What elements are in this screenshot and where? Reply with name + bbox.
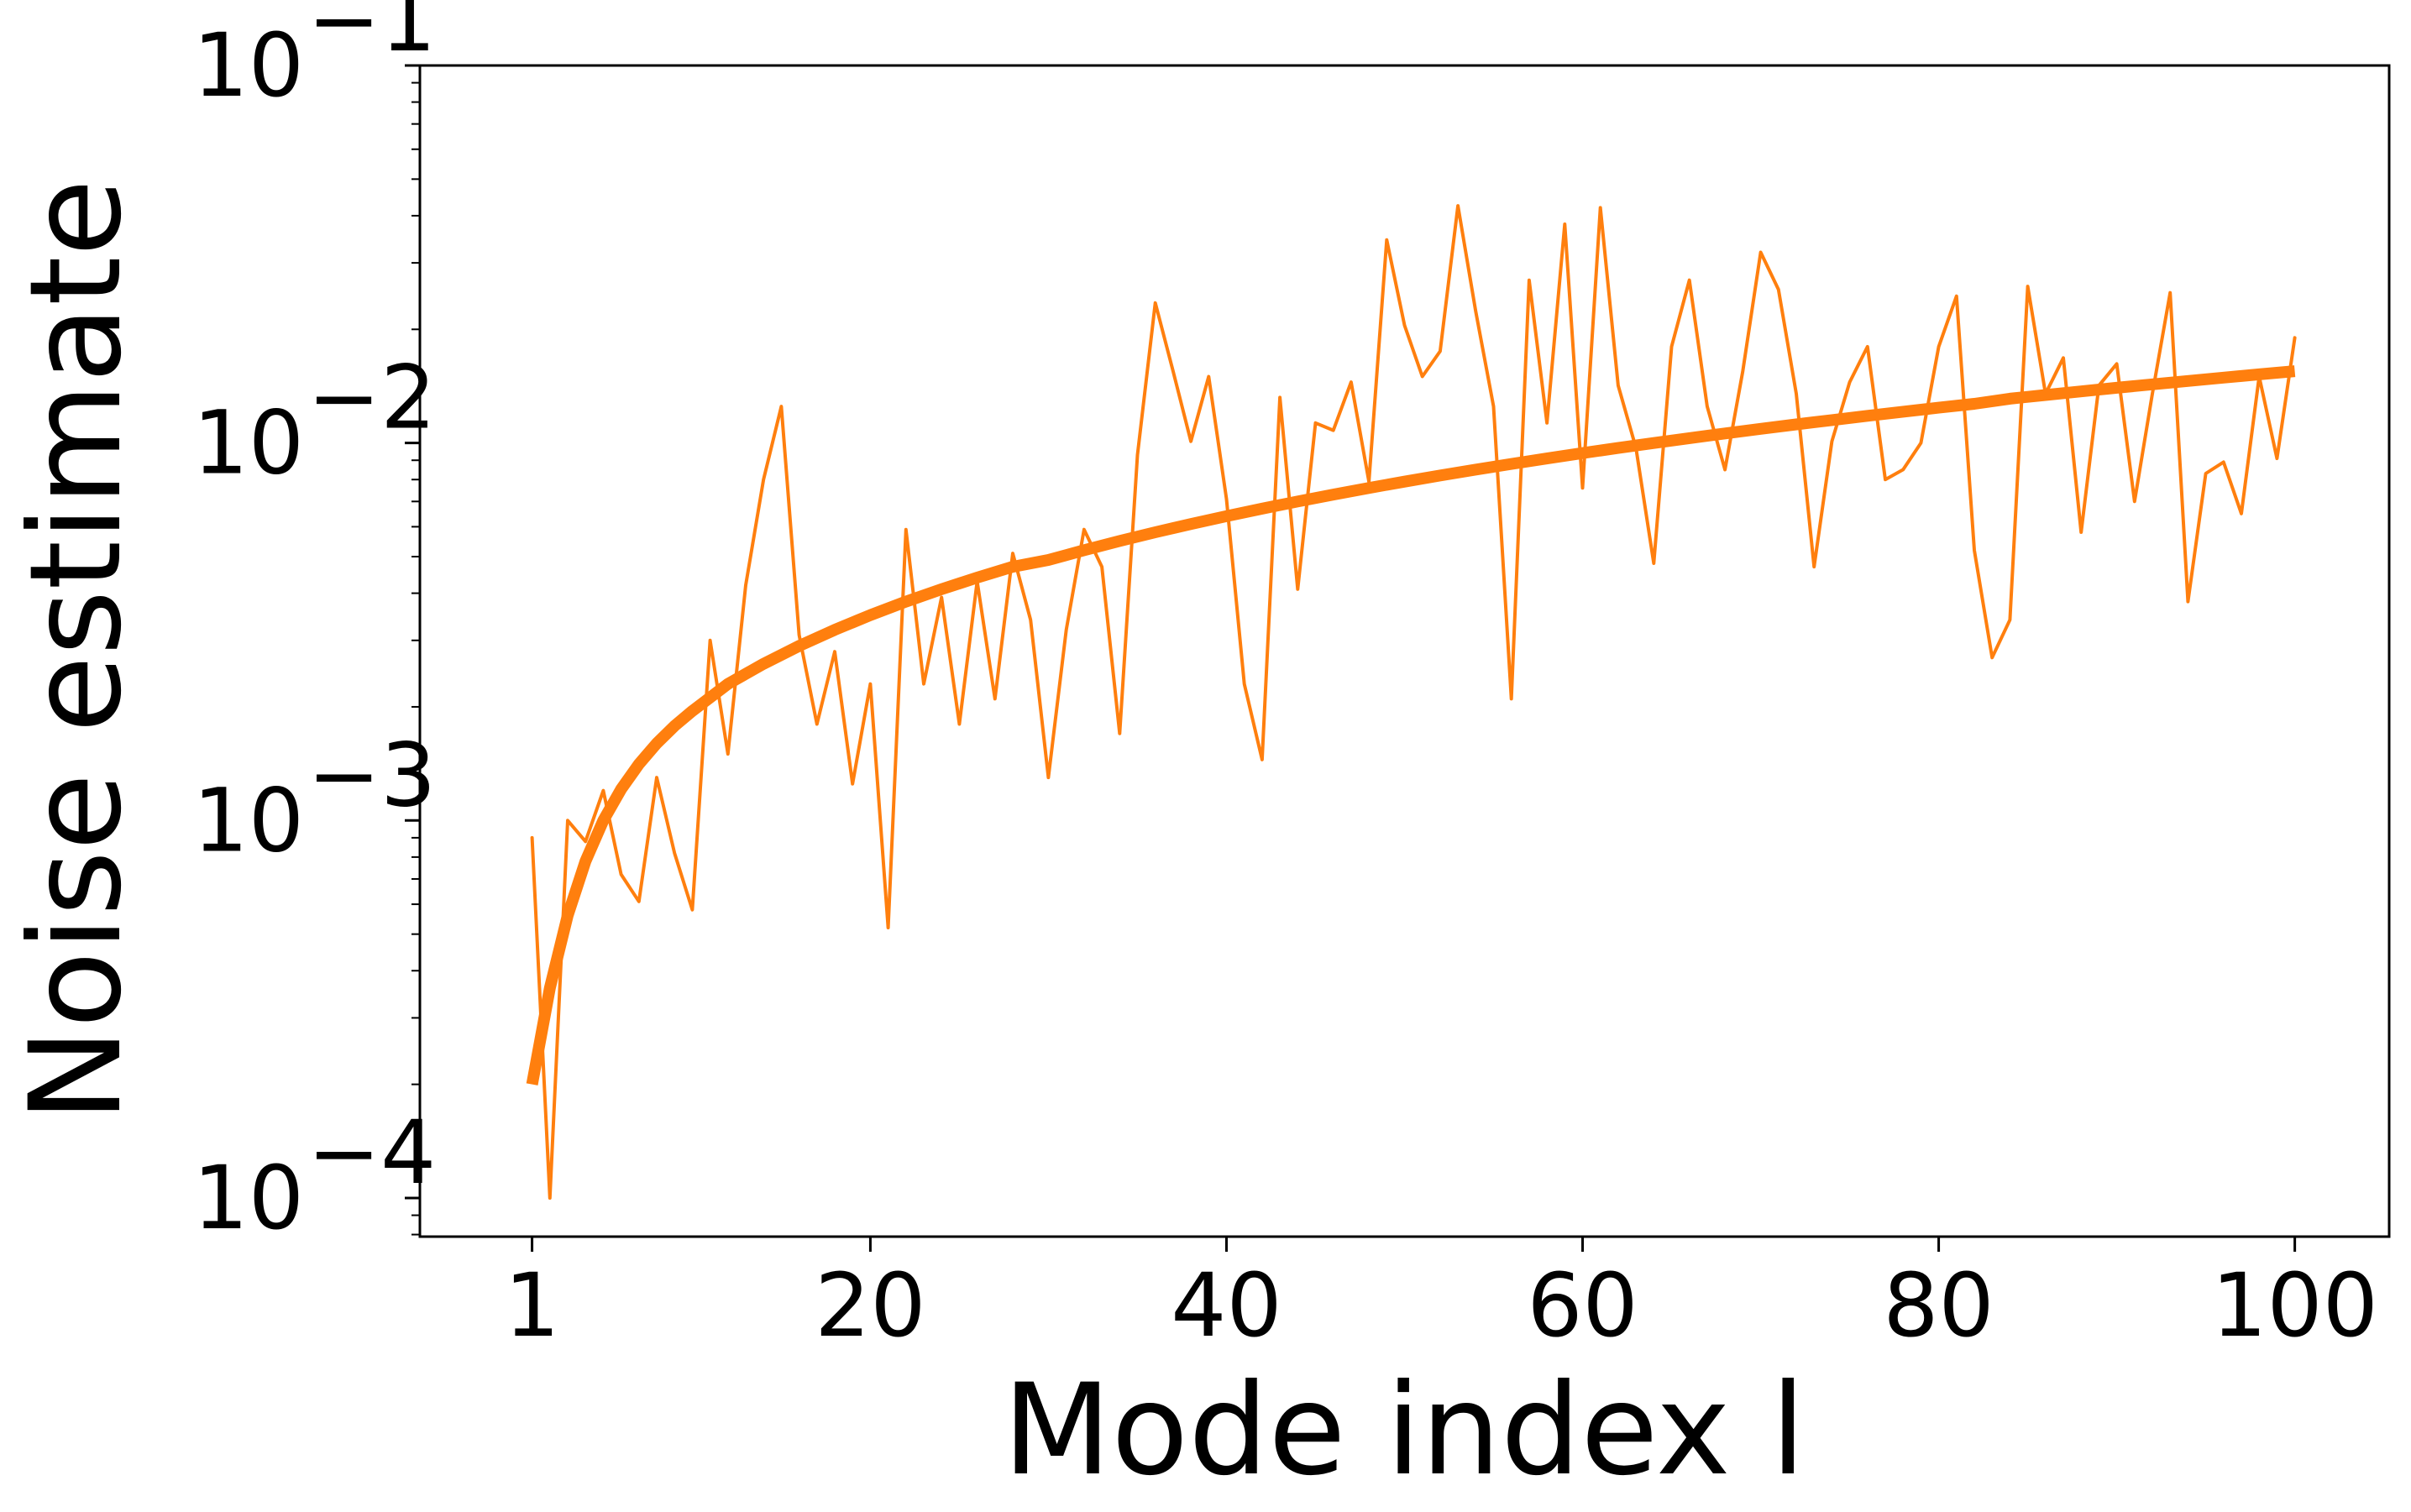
plot-frame (418, 64, 2391, 1238)
y-tick-label: 10 (193, 392, 304, 494)
x-axis-label: Mode index l (1003, 1358, 1806, 1504)
y-tick-label: 10 (193, 14, 304, 117)
x-tick-label: 100 (2211, 1254, 2378, 1357)
x-tick-label: 60 (1527, 1254, 1638, 1357)
y-tick-exponent: −3 (307, 724, 436, 826)
y-tick-exponent: −1 (307, 0, 436, 71)
y-tick-exponent: −2 (307, 347, 436, 449)
x-tick-label: 40 (1171, 1254, 1281, 1357)
x-tick-label: 1 (504, 1254, 559, 1357)
y-tick-label: 10 (193, 1147, 304, 1249)
y-axis-label: Noise estimate (3, 179, 149, 1122)
fit-series-line (526, 365, 2296, 1086)
x-tick-label: 80 (1883, 1254, 1994, 1357)
y-tick-exponent: −4 (307, 1101, 436, 1204)
y-minor-ticks (411, 81, 420, 1236)
series-layer (526, 204, 2297, 1200)
y-tick-label: 10 (193, 769, 304, 871)
x-tick-label: 20 (815, 1254, 925, 1357)
noisy-series-line (530, 204, 2297, 1200)
